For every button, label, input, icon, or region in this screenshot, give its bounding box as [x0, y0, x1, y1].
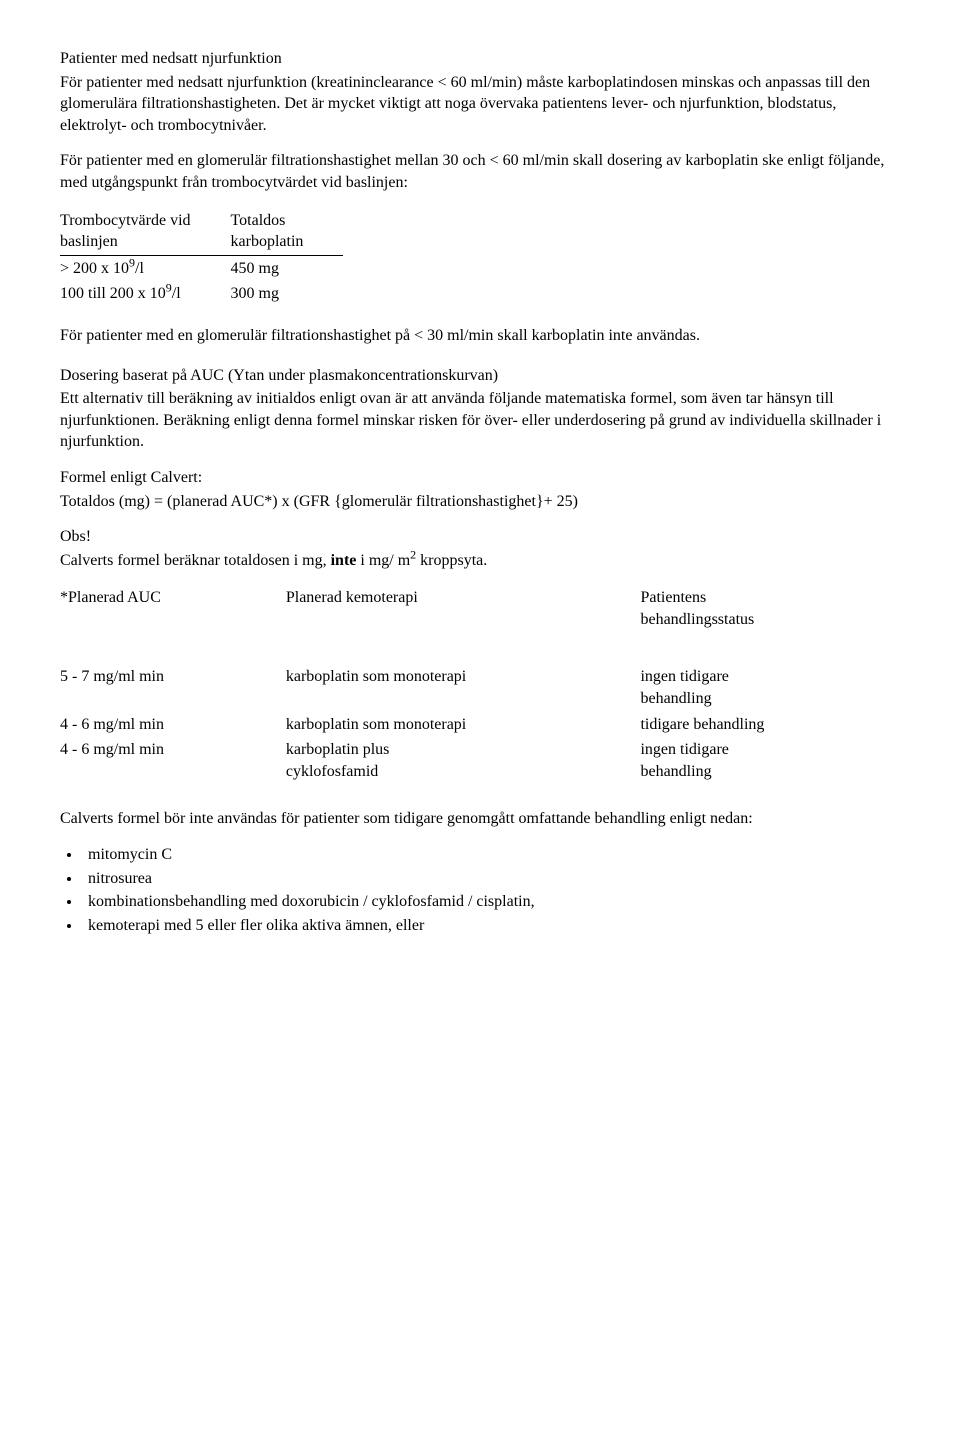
- auc-row2-therapy: karboplatin som monoterapi: [286, 712, 641, 738]
- section1-heading: Patienter med nedsatt njurfunktion: [60, 48, 900, 70]
- auc-row1-therapy: karboplatin som monoterapi: [286, 664, 641, 711]
- list-item: kombinationsbehandling med doxorubicin /…: [82, 891, 900, 913]
- section4-para: Calverts formel bör inte användas för pa…: [60, 808, 900, 830]
- note-text: Calverts formel beräknar totaldosen i mg…: [60, 550, 900, 572]
- auc-row2-status: tidigare behandling: [640, 712, 900, 738]
- dosing-table-col2-header: Totaldos karboplatin: [231, 208, 344, 256]
- dosing-row2-dose: 300 mg: [231, 281, 344, 307]
- calvert-formula: Totaldos (mg) = (planerad AUC*) x (GFR {…: [60, 491, 900, 513]
- exclusion-list: mitomycin C nitrosurea kombinationsbehan…: [60, 844, 900, 936]
- auc-table-row: 5 - 7 mg/ml min karboplatin som monotera…: [60, 664, 900, 711]
- auc-table: *Planerad AUC Planerad kemoterapi Patien…: [60, 585, 900, 784]
- auc-row1-auc: 5 - 7 mg/ml min: [60, 664, 286, 711]
- dosing-table: Trombocytvärde vid baslinjen Totaldos ka…: [60, 208, 343, 307]
- auc-col3-header: Patientens behandlingsstatus: [640, 585, 900, 632]
- auc-col1-header: *Planerad AUC: [60, 585, 286, 632]
- auc-row3-auc: 4 - 6 mg/ml min: [60, 737, 286, 784]
- dosing-row2-threshold: 100 till 200 x 109/l: [60, 281, 231, 307]
- dosing-table-row: > 200 x 109/l 450 mg: [60, 255, 343, 281]
- auc-table-row: 4 - 6 mg/ml min karboplatin som monotera…: [60, 712, 900, 738]
- dosing-table-row: 100 till 200 x 109/l 300 mg: [60, 281, 343, 307]
- dosing-row1-threshold: > 200 x 109/l: [60, 255, 231, 281]
- auc-row3-status: ingen tidigare behandling: [640, 737, 900, 784]
- section3-para1: Ett alternativ till beräkning av initial…: [60, 388, 900, 453]
- auc-row2-auc: 4 - 6 mg/ml min: [60, 712, 286, 738]
- dosing-table-col1-header: Trombocytvärde vid baslinjen: [60, 208, 231, 256]
- dosing-row1-dose: 450 mg: [231, 255, 344, 281]
- col2-header-line1: Totaldos: [231, 212, 286, 229]
- auc-table-row: 4 - 6 mg/ml min karboplatin plus cyklofo…: [60, 737, 900, 784]
- col1-header-line2: baslinjen: [60, 233, 118, 250]
- list-item: nitrosurea: [82, 868, 900, 890]
- list-item: kemoterapi med 5 eller fler olika aktiva…: [82, 915, 900, 937]
- col2-header-line2: karboplatin: [231, 233, 304, 250]
- section3-heading: Dosering baserat på AUC (Ytan under plas…: [60, 365, 900, 387]
- section1-para1: För patienter med nedsatt njurfunktion (…: [60, 72, 900, 137]
- calvert-formula-label: Formel enligt Calvert:: [60, 467, 900, 489]
- auc-row1-status: ingen tidigare behandling: [640, 664, 900, 711]
- section2-para: För patienter med en glomerulär filtrati…: [60, 325, 900, 347]
- col1-header-line1: Trombocytvärde vid: [60, 212, 191, 229]
- auc-col2-header: Planerad kemoterapi: [286, 585, 641, 632]
- section1-para2: För patienter med en glomerulär filtrati…: [60, 150, 900, 193]
- note-label: Obs!: [60, 526, 900, 548]
- auc-row3-therapy: karboplatin plus cyklofosfamid: [286, 737, 641, 784]
- list-item: mitomycin C: [82, 844, 900, 866]
